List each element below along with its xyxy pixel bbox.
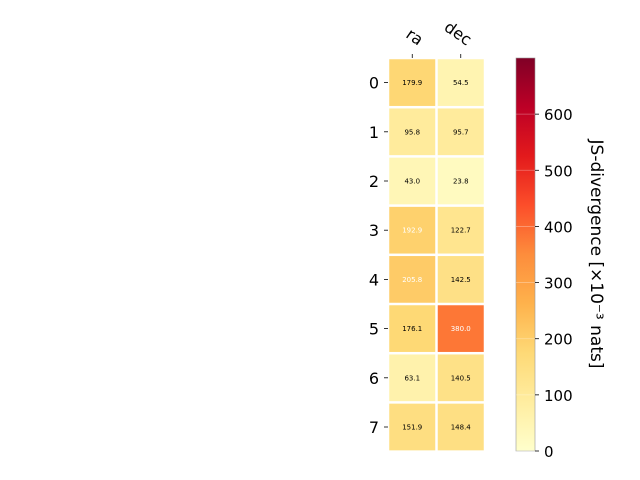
row-tick-label-0: 0 (369, 74, 379, 93)
row-tick-label-7: 7 (369, 418, 379, 437)
heatmap-cell-3-dec (437, 206, 484, 254)
column-tick-label-ra: ra (403, 24, 427, 49)
cell-value-label: 148.4 (451, 424, 472, 432)
heatmap-cell-3-ra (389, 206, 436, 254)
cell-value-label: 63.1 (404, 374, 420, 382)
heatmap-cell-5-dec (437, 305, 484, 352)
colorbar: 0 100 200 300 400 500 600 JS-divergence [×10⁻³… (515, 57, 606, 461)
heatmap-cell-1-dec (437, 108, 484, 156)
row-tick-labels: 0 1 2 3 4 5 6 7 (369, 74, 388, 437)
row-tick-label-5: 5 (369, 320, 379, 339)
row-tick-label-3: 3 (369, 221, 379, 240)
colorbar-tick-label: 200 (544, 331, 573, 349)
heatmap-cell-4-ra (389, 256, 436, 303)
colorbar-tick-label: 600 (544, 106, 573, 124)
row-tick-label-4: 4 (369, 270, 379, 289)
column-tick-label-dec: dec (441, 17, 475, 49)
row-tick-label-6: 6 (369, 369, 379, 388)
heatmap-cell-2-dec (437, 157, 484, 205)
heatmap-cell-7-ra (389, 403, 436, 451)
colorbar-gradient (515, 57, 536, 452)
cell-value-label: 192.9 (402, 227, 422, 235)
heatmap-cell-2-ra (389, 157, 436, 205)
heatmap-cell-0-dec (437, 59, 484, 106)
column-tick-labels: ra dec (403, 17, 475, 58)
cell-value-label: 142.5 (451, 276, 471, 284)
heatmap-cells: 179.9 54.5 95.8 95.7 43.0 23.8 192.9 122.7 205.8… (389, 59, 484, 451)
heatmap-cell-5-ra (389, 305, 436, 352)
colorbar-tick-label: 500 (544, 162, 573, 180)
row-tick-label-1: 1 (369, 123, 379, 142)
heatmap-cell-6-ra (389, 354, 436, 402)
cell-value-label: 122.7 (451, 227, 471, 235)
cell-value-label: 23.8 (453, 178, 469, 186)
cell-value-label: 43.0 (404, 178, 420, 186)
colorbar-tick-label: 400 (544, 218, 573, 236)
row-tick-label-2: 2 (369, 172, 379, 191)
colorbar-tick-label: 100 (544, 387, 573, 405)
cell-value-label: 151.9 (402, 424, 422, 432)
heatmap-cell-1-ra (389, 108, 436, 156)
cell-value-label: 95.8 (404, 128, 420, 136)
heatmap-cell-4-dec (437, 256, 484, 303)
colorbar-ticks: 0 100 200 300 400 500 600 (516, 106, 573, 461)
heatmap-cell-6-dec (437, 354, 484, 402)
cell-value-label: 54.5 (453, 79, 469, 87)
heatmap-cell-0-ra (389, 59, 436, 106)
cell-value-label: 205.8 (402, 276, 422, 284)
cell-value-label: 176.1 (402, 325, 422, 333)
cell-value-label: 140.5 (451, 374, 471, 382)
heatmap-cell-7-dec (437, 403, 484, 451)
colorbar-tick-label: 300 (544, 275, 573, 293)
colorbar-tick-label: 0 (544, 443, 554, 461)
cell-value-label: 95.7 (453, 128, 469, 136)
colorbar-axis-label: JS-divergence [×10⁻³ nats] (586, 139, 606, 369)
cell-value-label: 179.9 (402, 79, 422, 87)
cell-value-label: 380.0 (451, 325, 471, 333)
